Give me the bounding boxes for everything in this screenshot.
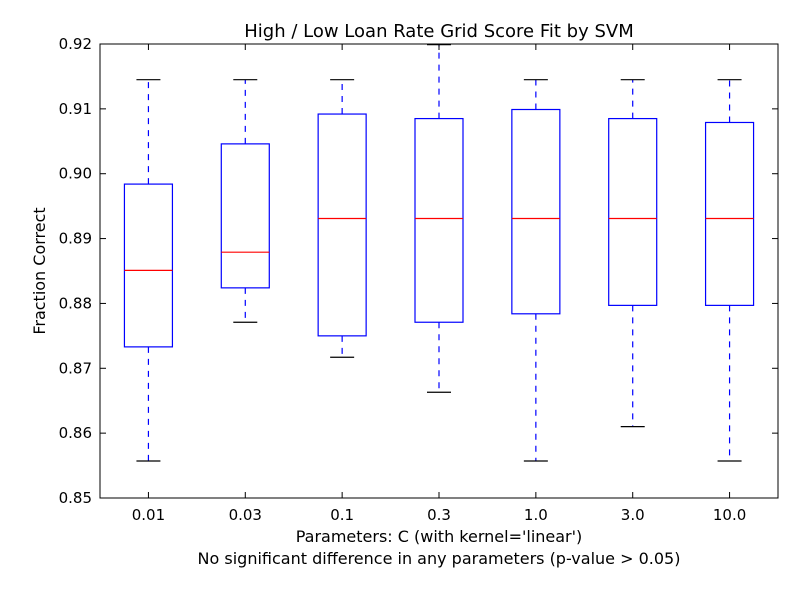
box [317, 113, 367, 337]
box-group [123, 79, 174, 462]
box-group [414, 44, 464, 393]
y-tick-label: 0.88 [59, 294, 92, 312]
y-tick-label: 0.92 [59, 35, 92, 53]
box [123, 183, 174, 348]
x-tick-label: 0.3 [427, 506, 451, 524]
box [704, 121, 755, 306]
y-tick-label: 0.86 [59, 424, 92, 442]
y-tick-label: 0.91 [59, 100, 92, 118]
y-tick-label: 0.90 [59, 165, 92, 183]
x-tick-label: 1.0 [524, 506, 548, 524]
box [414, 117, 464, 323]
box-group [608, 79, 658, 428]
y-tick-label: 0.85 [59, 489, 92, 507]
box-group [220, 79, 270, 323]
box-group [511, 79, 561, 462]
axis-ticks: 0.85 0.86 0.87 0.88 0.89 0.90 0.91 0.92 0.01 0.03… [59, 35, 778, 524]
x-tick-label: 0.1 [330, 506, 354, 524]
box [608, 117, 658, 306]
x-tick-label: 10.0 [713, 506, 746, 524]
box [220, 143, 270, 289]
y-tick-label: 0.87 [59, 359, 92, 377]
chart-title: High / Low Loan Rate Grid Score Fit by S… [244, 21, 633, 42]
x-tick-label: 3.0 [621, 506, 645, 524]
box-group [704, 79, 755, 462]
y-tick-label: 0.89 [59, 230, 92, 248]
box-group [317, 79, 367, 358]
box [511, 108, 561, 315]
x-axis-note: No significant difference in any paramet… [198, 549, 681, 568]
x-tick-label: 0.03 [229, 506, 262, 524]
x-tick-label: 0.01 [132, 506, 165, 524]
plot-area [123, 44, 755, 462]
y-axis-label: Fraction Correct [30, 207, 49, 334]
x-axis-label: Parameters: C (with kernel='linear') [296, 527, 583, 546]
axes-frame [99, 43, 779, 499]
